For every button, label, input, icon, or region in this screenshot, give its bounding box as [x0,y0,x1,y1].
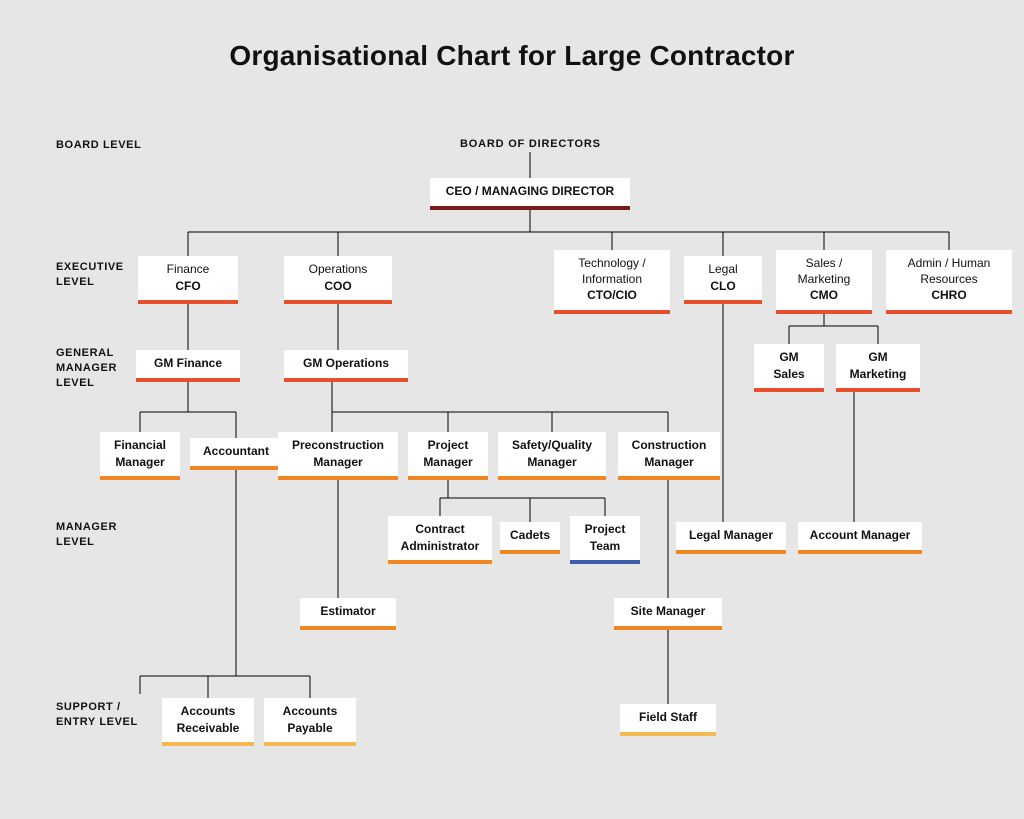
node-clo: LegalCLO [684,256,762,304]
node-cfo: FinanceCFO [138,256,238,304]
node-coo: OperationsCOO [284,256,392,304]
level-label-executive: EXECUTIVE LEVEL [56,260,124,290]
node-label: Field Staff [628,710,708,726]
node-sqm: Safety/QualityManager [498,432,606,480]
node-label-sub: Manager [506,455,598,471]
node-conmgr: ConstructionManager [618,432,720,480]
node-pteam: ProjectTeam [570,516,640,564]
node-label: GM Finance [144,356,232,372]
node-label-top: Contract [396,522,484,538]
node-label-top: GM [844,350,912,366]
node-ap: AccountsPayable [264,698,356,746]
node-label-sub: Manager [416,455,480,471]
node-label-sub: Manager [626,455,712,471]
node-label-sub: CHRO [894,288,1004,304]
node-label-top: Financial [108,438,172,454]
board-of-directors-label: BOARD OF DIRECTORS [460,138,601,150]
node-gmmkt: GMMarketing [836,344,920,392]
org-chart-stage: { "type": "org-chart", "canvas": { "widt… [0,0,1024,819]
node-label: Cadets [508,528,552,544]
node-label: Account Manager [806,528,914,544]
node-label-sub: CMO [784,288,864,304]
node-precon: PreconstructionManager [278,432,398,480]
node-label-sub: CLO [692,279,754,295]
node-label-sub: Marketing [844,367,912,383]
node-label-top: Technology / Information [562,256,662,287]
node-label-top: Admin / Human Resources [894,256,1004,287]
node-cto: Technology / InformationCTO/CIO [554,250,670,314]
level-label-board: BOARD LEVEL [56,138,141,153]
node-label-top: Safety/Quality [506,438,598,454]
text: SUPPORT / [56,701,121,713]
node-label-top: Accounts [272,704,348,720]
text: LEVEL [56,536,94,548]
level-label-gm: GENERAL MANAGER LEVEL [56,346,117,391]
text: LEVEL [56,276,94,288]
node-ceo: CEO / MANAGING DIRECTOR [430,178,630,210]
text: GENERAL [56,347,114,359]
node-label-top: Project [578,522,632,538]
text: MANAGER [56,521,117,533]
node-label-top: Accounts [170,704,246,720]
text: ENTRY LEVEL [56,716,138,728]
node-label: Estimator [308,604,388,620]
node-cadets: Cadets [500,522,560,554]
node-label-sub: COO [292,279,384,295]
text: LEVEL [56,377,94,389]
text: MANAGER [56,362,117,374]
node-label: CEO / MANAGING DIRECTOR [438,184,622,200]
text: EXECUTIVE [56,261,124,273]
node-label-sub: Receivable [170,721,246,737]
node-label: Legal Manager [684,528,778,544]
node-label-sub: Sales [762,367,816,383]
node-label-sub: Administrator [396,539,484,555]
node-estimator: Estimator [300,598,396,630]
node-acctmgr: Account Manager [798,522,922,554]
node-label-top: Preconstruction [286,438,390,454]
node-label: Site Manager [622,604,714,620]
node-acct: Accountant [190,438,282,470]
node-label: GM Operations [292,356,400,372]
connector-lines [0,0,1024,819]
node-ar: AccountsReceivable [162,698,254,746]
node-gmfin: GM Finance [136,350,240,382]
node-cmo: Sales / MarketingCMO [776,250,872,314]
node-label-top: Sales / Marketing [784,256,864,287]
node-label-top: Legal [692,262,754,278]
node-label: Accountant [198,444,274,460]
chart-title: Organisational Chart for Large Contracto… [0,40,1024,72]
level-label-manager: MANAGER LEVEL [56,520,117,550]
node-gmops: GM Operations [284,350,408,382]
node-finmgr: FinancialManager [100,432,180,480]
node-label-sub: Manager [108,455,172,471]
node-label-top: Finance [146,262,230,278]
node-legalmgr: Legal Manager [676,522,786,554]
node-label-sub: Payable [272,721,348,737]
node-label-top: Project [416,438,480,454]
node-label-sub: CTO/CIO [562,288,662,304]
node-cadmin: ContractAdministrator [388,516,492,564]
node-label-top: GM [762,350,816,366]
node-field: Field Staff [620,704,716,736]
node-sitemgr: Site Manager [614,598,722,630]
node-pm: ProjectManager [408,432,488,480]
node-label-sub: Team [578,539,632,555]
node-label-top: Operations [292,262,384,278]
node-gmsales: GMSales [754,344,824,392]
node-label-sub: Manager [286,455,390,471]
level-label-support: SUPPORT / ENTRY LEVEL [56,700,138,730]
node-label-sub: CFO [146,279,230,295]
node-label-top: Construction [626,438,712,454]
node-chro: Admin / Human ResourcesCHRO [886,250,1012,314]
